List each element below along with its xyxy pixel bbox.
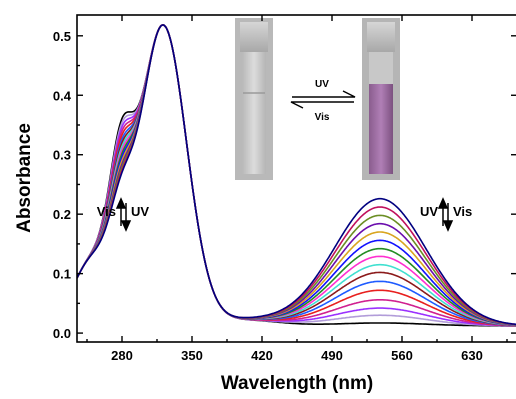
spectrum-line-15 [77,24,516,326]
spectrum-line-2 [77,23,516,327]
y-tick-label: 0.2 [53,207,71,222]
x-tick-label: 350 [181,348,203,363]
right-label-uv: UV [420,204,438,219]
photo-arrow-label-uv: UV [315,79,329,90]
spectrum-line-5 [77,24,516,327]
spectrum-line-11 [77,24,516,326]
left-label-uv: UV [131,204,149,219]
spectrum-line-10 [77,24,516,326]
spectrum-line-14 [77,24,516,326]
spectrum-line-1 [77,23,516,327]
right-label-vis: Vis [453,204,472,219]
left-label-vis: Vis [97,204,116,219]
x-tick-label: 280 [111,348,133,363]
spectrum-line-7 [77,24,516,327]
spectrum-line-6 [77,24,516,327]
x-tick-label: 420 [251,348,273,363]
spectrum-line-8 [77,24,516,327]
y-axis-title: Absorbance [14,123,35,233]
photo-arrow-label-vis: Vis [315,112,330,123]
x-tick-label: 630 [461,348,483,363]
axis-ticks: 280 350 420 490 560 630 0.0 0.1 0.2 0.3 0.4 0.5 [53,15,516,363]
y-tick-label: 0.0 [53,326,71,341]
x-axis-title: Wavelength (nm) [221,373,373,394]
spectrum-line-9 [77,24,516,326]
photo-reversible-arrows [290,90,356,109]
left-arrows-icon [115,197,132,232]
y-tick-label: 0.1 [53,267,71,282]
y-tick-label: 0.4 [53,88,72,103]
spectra-curves [77,23,516,327]
spectrum-line-12 [77,24,516,326]
x-tick-label: 490 [321,348,343,363]
vial-photo [235,18,400,180]
y-tick-label: 0.5 [53,29,71,44]
spectrum-line-4 [77,24,516,327]
y-tick-label: 0.3 [53,148,71,163]
spectrum-line-3 [77,23,516,327]
x-tick-label: 560 [391,348,413,363]
spectrum-line-16 [77,24,516,326]
right-arrows-icon [437,197,454,232]
spectrum-line-13 [77,24,516,326]
